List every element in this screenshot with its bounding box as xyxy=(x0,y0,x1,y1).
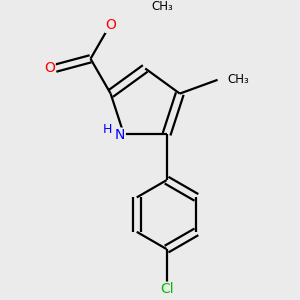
Text: H: H xyxy=(103,123,112,136)
Text: CH₃: CH₃ xyxy=(227,73,249,86)
Text: N: N xyxy=(115,128,125,142)
Text: Cl: Cl xyxy=(160,282,173,296)
Text: CH₃: CH₃ xyxy=(152,0,173,13)
Text: O: O xyxy=(105,18,116,32)
Text: O: O xyxy=(44,61,55,75)
